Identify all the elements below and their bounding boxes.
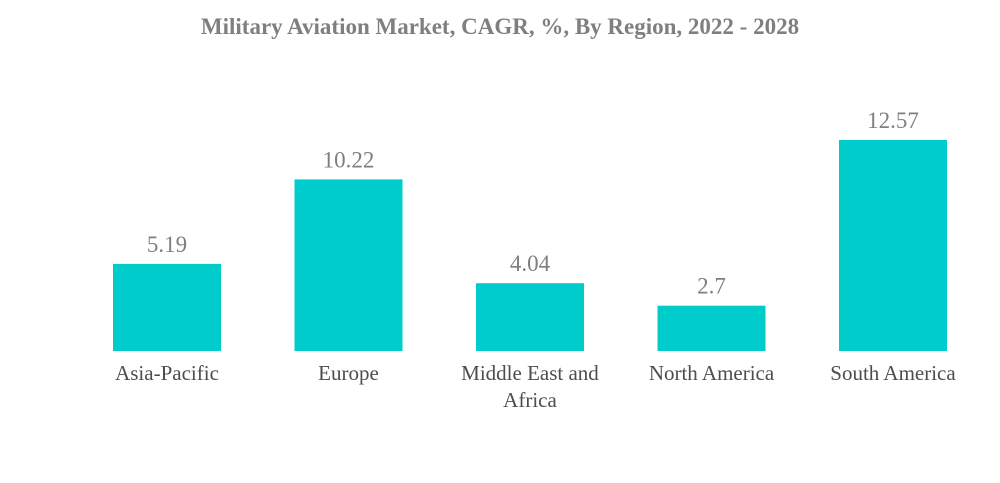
- value-label-3: 2.7: [697, 274, 726, 299]
- bar-0: [113, 263, 221, 351]
- bar-4: [839, 140, 947, 351]
- value-label-0: 5.19: [147, 232, 187, 257]
- value-label-1: 10.22: [323, 147, 375, 172]
- chart-title: Military Aviation Market, CAGR, %, By Re…: [200, 14, 800, 39]
- value-labels-layer: 5.19 10.22 4.04 2.7 12.57: [147, 108, 919, 299]
- bar-2: [476, 283, 584, 351]
- value-label-4: 12.57: [867, 108, 919, 133]
- category-label-2: Middle East and Africa: [461, 361, 599, 412]
- category-label-3: North America: [649, 361, 775, 385]
- value-label-2: 4.04: [510, 251, 551, 276]
- category-label-4: South America: [830, 361, 956, 385]
- category-label-1: Europe: [318, 361, 379, 385]
- category-label-0: Asia-Pacific: [115, 361, 219, 385]
- bar-1: [294, 179, 403, 351]
- bar-3: [657, 305, 766, 351]
- category-labels-layer: Asia-Pacific Europe Middle East and Africa N…: [115, 361, 956, 412]
- bars-layer: [113, 140, 947, 351]
